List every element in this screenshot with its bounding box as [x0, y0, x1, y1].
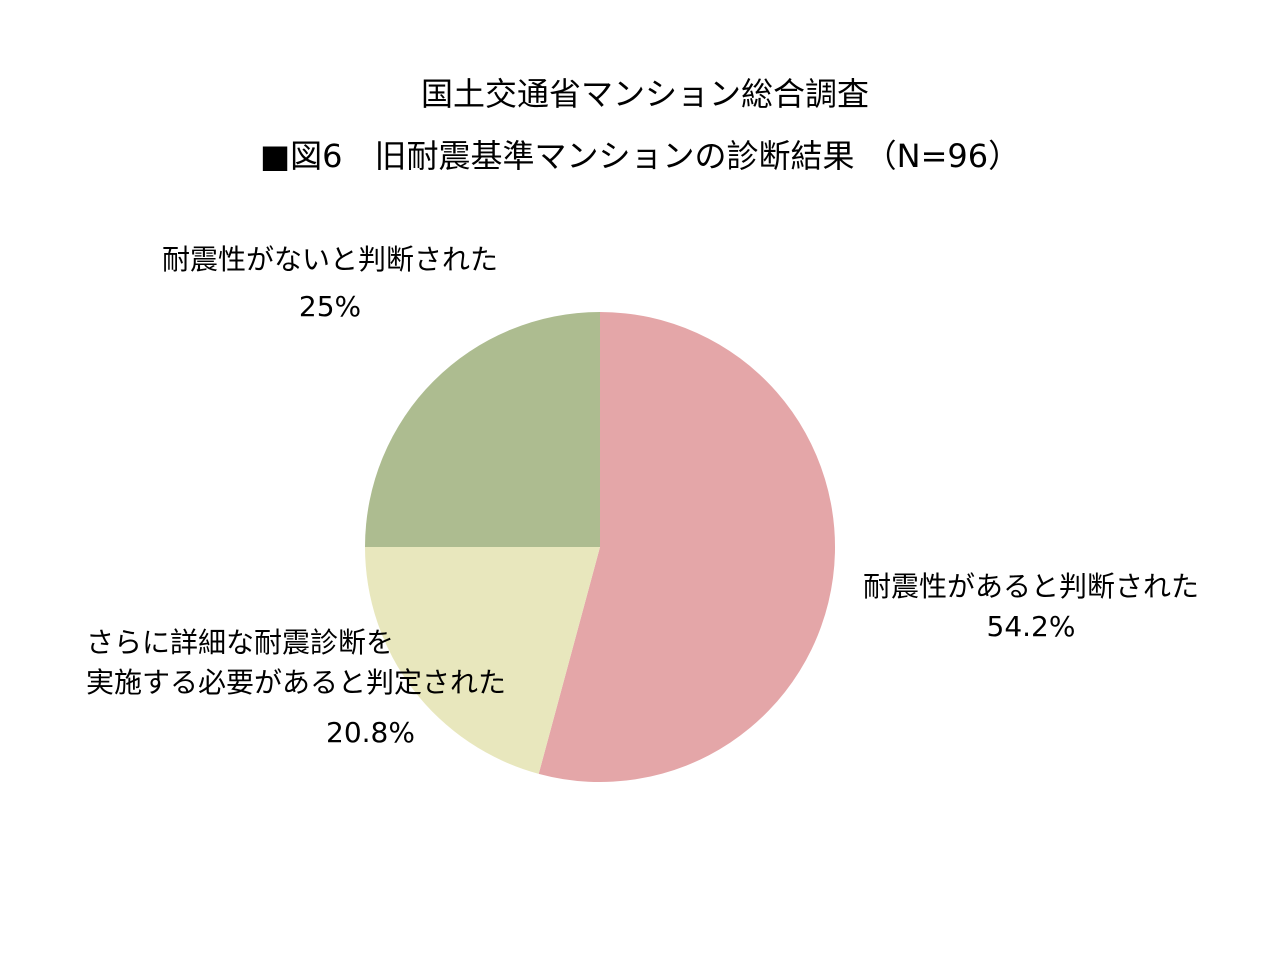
- chart-subtitle: ■図6 旧耐震基準マンションの診断結果 （N=96）: [259, 137, 1021, 175]
- slice-value-label: 54.2%: [986, 610, 1076, 643]
- pie-slice-seismic-resistant: [538, 312, 836, 783]
- slice-label-text-line-1: さらに詳細な耐震診断を: [86, 626, 395, 659]
- slice-label-text: 耐震性があると判断された: [862, 570, 1199, 603]
- slice-label-text: 耐震性がないと判断された: [161, 243, 498, 276]
- slice-label-seismic-resistant: 耐震性があると判断された 54.2%: [850, 567, 1212, 647]
- slice-label-text-line-2: 実施する必要があると判定された: [86, 666, 507, 699]
- pie-slice-not-seismic-resistant: [365, 312, 600, 547]
- slice-label-needs-detailed-diagnosis: さらに詳細な耐震診断を 実施する必要があると判定された 20.8%: [80, 623, 540, 753]
- slice-label-not-seismic-resistant: 耐震性がないと判断された 25%: [150, 240, 510, 327]
- chart-title: 国土交通省マンション総合調査: [420, 75, 869, 113]
- slice-value-label: 25%: [298, 290, 362, 323]
- pie-slice-needs-detailed-diagnosis: [365, 547, 600, 774]
- slice-value-label: 20.8%: [326, 716, 415, 749]
